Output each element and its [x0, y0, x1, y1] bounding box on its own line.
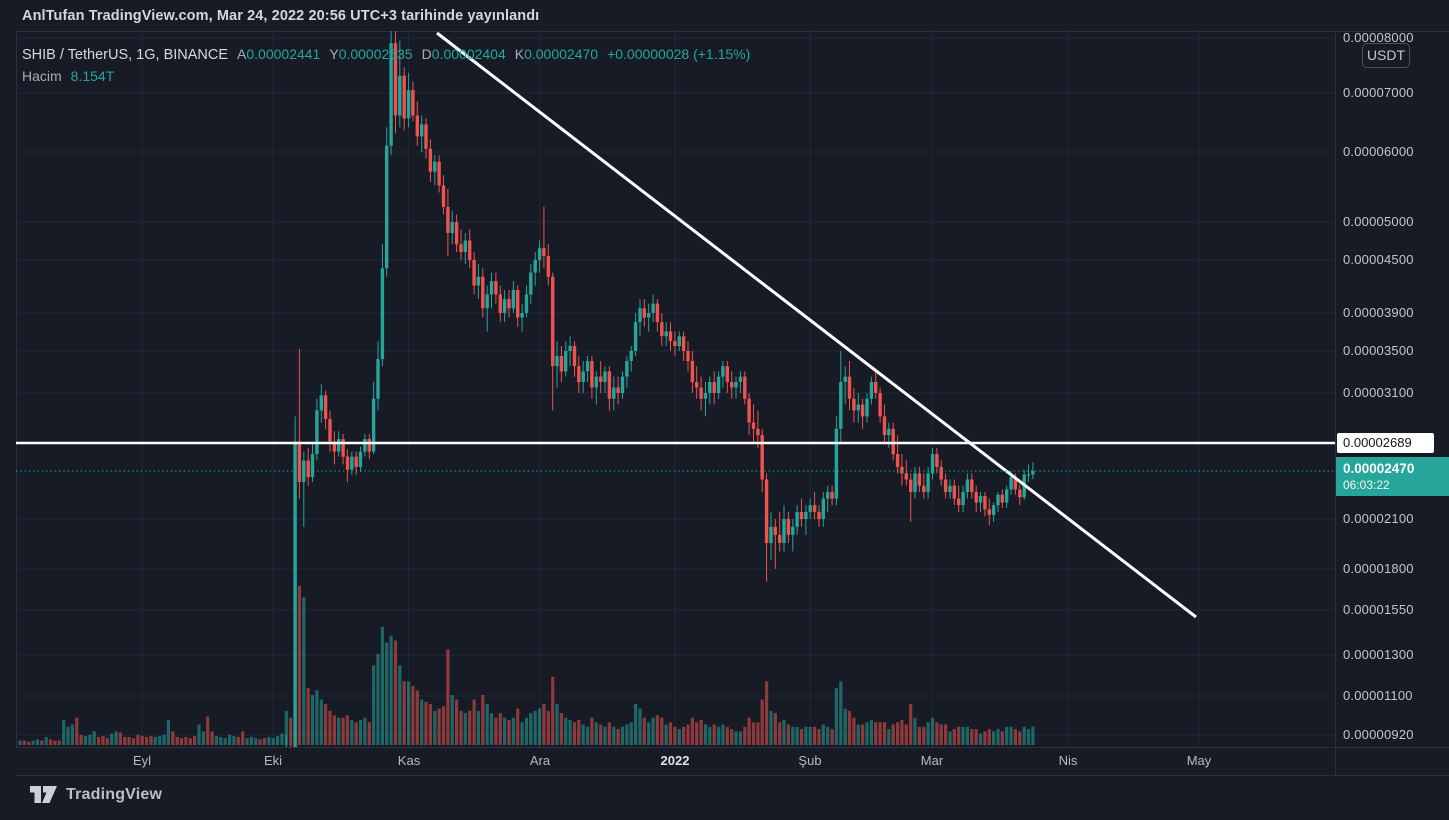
- footer-brand: TradingView: [30, 786, 162, 804]
- pane-border-left: [16, 31, 17, 748]
- time-tick-label: Ara: [529, 753, 551, 768]
- price-axis[interactable]: USDT 0.00002689 0.00002470 06:03:22 0.00…: [1336, 30, 1449, 775]
- open-value: A0.00002441: [237, 46, 321, 62]
- legend-ohlc-row: SHIB / TetherUS, 1G, BINANCE A0.00002441…: [22, 44, 750, 66]
- price-tick-label: 0.00003100: [1343, 385, 1414, 400]
- price-tick-label: 0.00003900: [1343, 305, 1414, 320]
- time-tick-label: Eyl: [132, 753, 152, 768]
- volume-label: Hacim: [22, 68, 62, 84]
- candles-layer: [285, 31, 1035, 747]
- tradingview-logo-icon[interactable]: [30, 786, 57, 804]
- grid-layer: [16, 31, 1335, 747]
- close-value: K0.00002470: [514, 46, 599, 62]
- last-price-value: 0.00002470: [1343, 461, 1415, 476]
- price-tick-label: 0.00001100: [1343, 688, 1413, 703]
- volume-value: 8.154T: [70, 68, 115, 84]
- bar-close-countdown: 06:03:22: [1343, 478, 1390, 492]
- time-tick-label: Kas: [397, 753, 421, 768]
- time-tick-label: Mar: [920, 753, 944, 768]
- time-axis-border: [16, 775, 1449, 776]
- pane-border-top: [16, 31, 1449, 32]
- high-value: Y0.00002535: [329, 46, 413, 62]
- time-axis[interactable]: Eyl Eki Kas Ara 2022 Şub Mar Nis May: [16, 747, 1335, 775]
- candlestick-chart[interactable]: [16, 31, 1335, 747]
- last-price-label: 0.00002470 06:03:22: [1336, 457, 1449, 496]
- price-tick-label: 0.00008000: [1343, 30, 1414, 45]
- chart-canvas[interactable]: [16, 31, 1335, 747]
- price-tick-label: 0.00001800: [1343, 561, 1414, 576]
- pane-border-bottom: [16, 747, 1449, 748]
- price-tick-label: 0.00000920: [1343, 727, 1414, 742]
- price-axis-divider: [1335, 31, 1336, 775]
- change-value: +0.00000028 (+1.15%): [607, 46, 751, 62]
- trendline[interactable]: [436, 31, 1197, 619]
- currency-badge[interactable]: USDT: [1362, 43, 1410, 68]
- price-tick-label: 0.00005000: [1343, 214, 1414, 229]
- volume-layer: [18, 563, 1035, 746]
- time-tick-label: 2022: [660, 753, 690, 768]
- price-tick-label: 0.00004500: [1343, 252, 1414, 267]
- price-tick-label: 0.00001550: [1343, 602, 1414, 617]
- time-tick-label: Nis: [1058, 753, 1078, 768]
- price-tick-label: 0.00002100: [1343, 511, 1414, 526]
- price-tick-label: 0.00006000: [1343, 144, 1414, 159]
- low-value: D0.00002404: [421, 46, 506, 62]
- time-tick-label: May: [1186, 753, 1212, 768]
- tradingview-brand-text[interactable]: TradingView: [66, 786, 163, 803]
- attribution-text: AnlTufan TradingView.com, Mar 24, 2022 2…: [22, 8, 540, 24]
- time-tick-label: Eki: [263, 753, 283, 768]
- time-tick-label: Şub: [798, 753, 822, 768]
- price-tick-label: 0.00003500: [1343, 343, 1414, 358]
- horizontal-line-price-label: 0.00002689: [1337, 433, 1434, 453]
- price-tick-label: 0.00001300: [1343, 647, 1414, 662]
- price-tick-label: 0.00007000: [1343, 85, 1414, 100]
- legend-volume-row: Hacim 8.154T: [22, 66, 750, 87]
- chart-legend: SHIB / TetherUS, 1G, BINANCE A0.00002441…: [22, 44, 750, 87]
- symbol-title[interactable]: SHIB / TetherUS, 1G, BINANCE: [22, 47, 229, 63]
